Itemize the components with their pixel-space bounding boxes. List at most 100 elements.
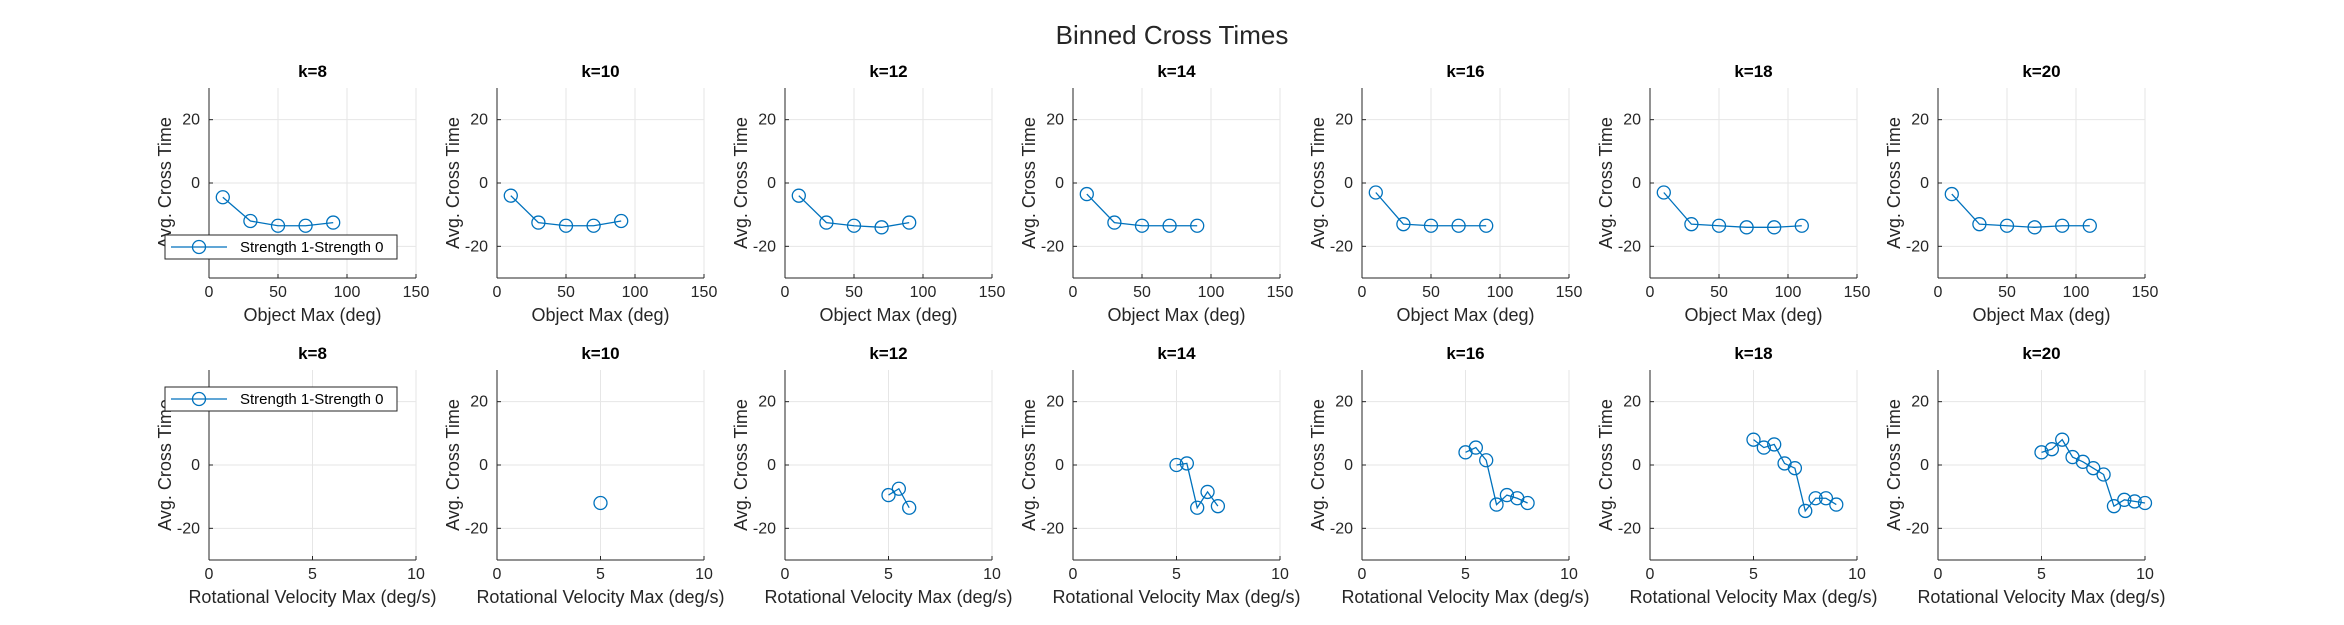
x-tick-label: 50: [1710, 284, 1728, 301]
y-tick-label: -20: [1041, 238, 1064, 255]
data-point: [1767, 437, 1782, 452]
x-tick-label: 10: [1560, 566, 1578, 583]
subplot-title: k=8: [298, 62, 327, 81]
y-tick-label: -20: [1330, 238, 1353, 255]
subplot-object-max-k10: 0 50 100 150 -20 0 20 k=10 Object Max (deg) Avg. …: [443, 62, 717, 325]
data-point: [1798, 503, 1813, 519]
x-tick-label: 5: [308, 566, 317, 583]
x-axis-label: Rotational Velocity Max (deg/s): [188, 587, 436, 607]
subplot-object-max-k18: 0 50 100 150 -20 0 20 k=18 Object Max (deg) Avg. …: [1596, 62, 1870, 325]
x-tick-label: 0: [781, 284, 790, 301]
y-tick-label: 0: [767, 457, 776, 474]
subplot-rot-vel-k16: 0 5 10 -20 0 20 k=16 Rotational Velocity Max (d…: [1308, 344, 1590, 607]
x-tick-label: 10: [1848, 566, 1866, 583]
data-point: [902, 215, 917, 230]
x-tick-label: 150: [1556, 284, 1583, 301]
data-point: [2027, 220, 2042, 235]
data-point: [1520, 495, 1535, 511]
x-tick-label: 100: [910, 284, 937, 301]
data-point: [298, 218, 313, 233]
y-tick-label: 20: [1911, 394, 1929, 411]
y-axis-label: Avg. Cross Time: [731, 117, 751, 249]
data-point: [1179, 456, 1194, 471]
x-tick-label: 0: [1934, 566, 1943, 583]
data-point: [326, 215, 341, 230]
y-tick-label: -20: [177, 520, 200, 537]
y-tick-label: -20: [1906, 520, 1929, 537]
data-point: [1107, 215, 1122, 230]
x-tick-label: 5: [1172, 566, 1181, 583]
x-tick-label: 10: [407, 566, 425, 583]
subplot-title: k=14: [1157, 62, 1196, 81]
series-line: [888, 487, 910, 509]
x-axis-label: Object Max (deg): [819, 305, 957, 325]
x-tick-label: 0: [1934, 284, 1943, 301]
subplot-object-max-k16: 0 50 100 150 -20 0 20 k=16 Object Max (deg) Avg. …: [1308, 62, 1582, 325]
x-tick-label: 5: [884, 566, 893, 583]
series-line: [1086, 193, 1198, 227]
subplot-title: k=18: [1734, 62, 1772, 81]
y-tick-label: 0: [1920, 175, 1929, 192]
subplot-rot-vel-k12: 0 5 10 -20 0 20 k=12 Rotational Velocity Max (d…: [731, 344, 1013, 607]
subplot-title: k=20: [2022, 344, 2060, 363]
x-tick-label: 50: [1133, 284, 1151, 301]
y-tick-label: -20: [753, 238, 776, 255]
data-point: [593, 495, 608, 511]
data-point: [2117, 492, 2132, 507]
y-tick-label: 0: [1920, 457, 1929, 474]
legend-label: Strength 1-Strength 0: [240, 391, 383, 408]
x-axis-label: Rotational Velocity Max (deg/s): [764, 587, 1012, 607]
x-tick-label: 0: [1069, 566, 1078, 583]
data-point: [2127, 494, 2142, 509]
x-axis-label: Object Max (deg): [1684, 305, 1822, 325]
y-tick-label: 20: [1335, 394, 1353, 411]
x-axis-label: Rotational Velocity Max (deg/s): [476, 587, 724, 607]
data-point: [1829, 497, 1844, 512]
y-axis-label: Avg. Cross Time: [731, 399, 751, 531]
legend-marker-swatch: [191, 239, 207, 255]
data-point: [558, 218, 574, 233]
y-tick-label: 20: [182, 112, 200, 129]
data-point: [1746, 432, 1761, 447]
data-point: [1739, 220, 1754, 235]
y-axis-label: Avg. Cross Time: [1884, 399, 1904, 531]
y-tick-label: -20: [1041, 520, 1064, 537]
data-point: [2034, 445, 2049, 460]
x-tick-label: 0: [1069, 284, 1078, 301]
x-tick-label: 5: [2037, 566, 2046, 583]
y-tick-label: 20: [470, 112, 488, 129]
x-axis-label: Rotational Velocity Max (deg/s): [1917, 587, 2165, 607]
x-axis-label: Rotational Velocity Max (deg/s): [1341, 587, 1589, 607]
subplot-title: k=18: [1734, 344, 1772, 363]
data-point: [215, 190, 230, 205]
x-axis-label: Object Max (deg): [531, 305, 669, 325]
data-point: [1210, 499, 1226, 514]
x-tick-label: 5: [596, 566, 605, 583]
y-tick-label: 20: [1046, 394, 1064, 411]
data-point: [1787, 461, 1803, 476]
data-point: [881, 487, 896, 503]
series-line: [510, 195, 622, 227]
subplot-title: k=16: [1446, 62, 1484, 81]
legend: Strength 1-Strength 0: [164, 234, 398, 260]
data-point: [819, 215, 834, 230]
y-tick-label: -20: [753, 520, 776, 537]
x-tick-label: 150: [1267, 284, 1294, 301]
y-axis-label: Avg. Cross Time: [1884, 117, 1904, 249]
x-tick-label: 0: [1646, 284, 1655, 301]
data-point: [1794, 218, 1809, 233]
data-point: [2137, 495, 2153, 511]
data-point: [1190, 500, 1205, 515]
data-point: [243, 213, 258, 229]
x-tick-label: 10: [2136, 566, 2154, 583]
x-tick-label: 10: [983, 566, 1001, 583]
x-tick-label: 50: [269, 284, 287, 301]
data-point: [1972, 217, 1987, 232]
x-axis-label: Rotational Velocity Max (deg/s): [1629, 587, 1877, 607]
subplot-rot-vel-k18: 0 5 10 -20 0 20 k=18 Rotational Velocity Max (d…: [1596, 344, 1878, 607]
data-point: [1200, 484, 1215, 500]
subplot-title: k=14: [1157, 344, 1196, 363]
